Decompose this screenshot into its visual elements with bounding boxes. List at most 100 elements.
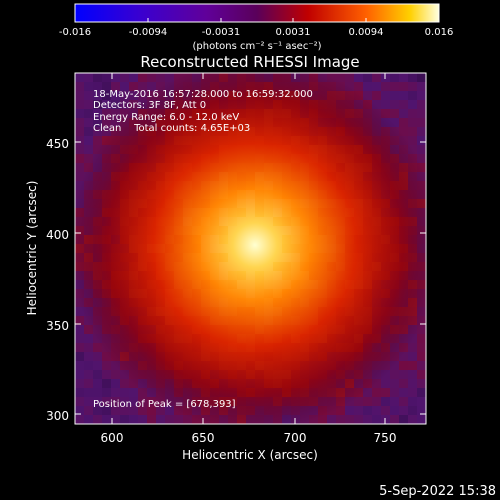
image-pixel — [390, 379, 399, 388]
image-pixel — [111, 379, 120, 388]
image-pixel — [408, 370, 417, 379]
image-pixel — [75, 163, 84, 172]
image-pixel — [417, 73, 426, 82]
image-pixel — [390, 82, 399, 91]
image-pixel — [75, 325, 84, 334]
image-pixel — [408, 73, 417, 82]
image-pixel — [138, 397, 147, 406]
colorbar-tick-label: 0.0094 — [349, 27, 384, 38]
image-pixel — [84, 136, 93, 145]
colorbar-tick-label: -0.0094 — [129, 27, 168, 38]
image-pixel — [363, 388, 372, 397]
image-pixel — [417, 118, 426, 127]
image-pixel — [93, 73, 102, 82]
y-tick-label: 450 — [46, 137, 69, 151]
image-pixel — [93, 136, 102, 145]
image-pixel — [399, 127, 408, 136]
image-pixel — [390, 397, 399, 406]
image-pixel — [408, 388, 417, 397]
image-pixel — [93, 415, 102, 424]
image-pixel — [381, 100, 390, 109]
image-pixel — [75, 154, 84, 163]
image-pixel — [399, 379, 408, 388]
image-pixel — [129, 100, 138, 109]
y-tick-label: 350 — [46, 319, 69, 333]
image-pixel — [372, 73, 381, 82]
image-pixel — [318, 415, 327, 424]
image-pixel — [399, 73, 408, 82]
image-pixel — [417, 154, 426, 163]
colorbar: 0.016 -0.016 -0.0094 -0.0031 0.0031 0.00… — [59, 3, 453, 52]
image-pixel — [102, 109, 111, 118]
image-pixel — [381, 109, 390, 118]
image-pixel — [408, 343, 417, 352]
image-pixel — [75, 334, 84, 343]
image-pixel — [147, 82, 156, 91]
image-pixel — [111, 406, 120, 415]
image-pixel — [183, 415, 192, 424]
image-pixel — [408, 82, 417, 91]
image-pixel — [75, 307, 84, 316]
y-tick-label: 300 — [46, 409, 69, 423]
image-pixel — [75, 145, 84, 154]
image-pixel — [345, 73, 354, 82]
image-pixel — [399, 109, 408, 118]
image-pixel — [399, 397, 408, 406]
image-pixel — [417, 415, 426, 424]
image-pixel — [84, 343, 93, 352]
image-pixel — [75, 181, 84, 190]
colorbar-gradient — [75, 4, 439, 22]
image-pixel — [75, 406, 84, 415]
image-pixel — [408, 397, 417, 406]
image-pixel — [120, 379, 129, 388]
colorbar-tick-label: -0.0031 — [202, 27, 241, 38]
colorbar-tick-label: -0.016 — [59, 27, 91, 38]
image-pixel — [156, 73, 165, 82]
image-pixel — [102, 100, 111, 109]
image-pixel — [84, 361, 93, 370]
image-pixel — [93, 370, 102, 379]
image-pixel — [417, 388, 426, 397]
image-pixel — [354, 397, 363, 406]
image-pixel — [417, 379, 426, 388]
image-pixel — [93, 397, 102, 406]
image-pixel — [408, 352, 417, 361]
image-pixel — [372, 82, 381, 91]
image-pixel — [408, 109, 417, 118]
image-pixel — [417, 361, 426, 370]
annotation-detectors: Detectors: 3F 8F, Att 0 — [93, 100, 206, 111]
image-pixel — [372, 406, 381, 415]
colorbar-frame — [74, 3, 440, 23]
image-pixel — [102, 361, 111, 370]
image-pixel — [399, 91, 408, 100]
image-pixel — [75, 100, 84, 109]
image-pixel — [102, 406, 111, 415]
image-pixel — [417, 370, 426, 379]
image-pixel — [111, 118, 120, 127]
image-pixel — [417, 397, 426, 406]
image-pixel — [84, 406, 93, 415]
image-pixel — [93, 82, 102, 91]
image-pixel — [417, 406, 426, 415]
image-pixel — [111, 397, 120, 406]
image-pixel — [417, 352, 426, 361]
image-pixel — [363, 406, 372, 415]
image-pixel — [93, 343, 102, 352]
image-pixel — [129, 82, 138, 91]
image-pixel — [381, 406, 390, 415]
image-pixel — [165, 415, 174, 424]
image-pixel — [75, 352, 84, 361]
image-pixel — [138, 415, 147, 424]
image-pixel — [354, 82, 363, 91]
image-pixel — [84, 109, 93, 118]
image-pixel — [93, 118, 102, 127]
image-pixel — [138, 91, 147, 100]
image-pixel — [156, 415, 165, 424]
image-pixel — [147, 397, 156, 406]
image-pixel — [417, 145, 426, 154]
image-pixel — [84, 379, 93, 388]
image-pixel — [120, 100, 129, 109]
image-pixel — [84, 370, 93, 379]
image-pixel — [93, 388, 102, 397]
image-pixel — [75, 415, 84, 424]
